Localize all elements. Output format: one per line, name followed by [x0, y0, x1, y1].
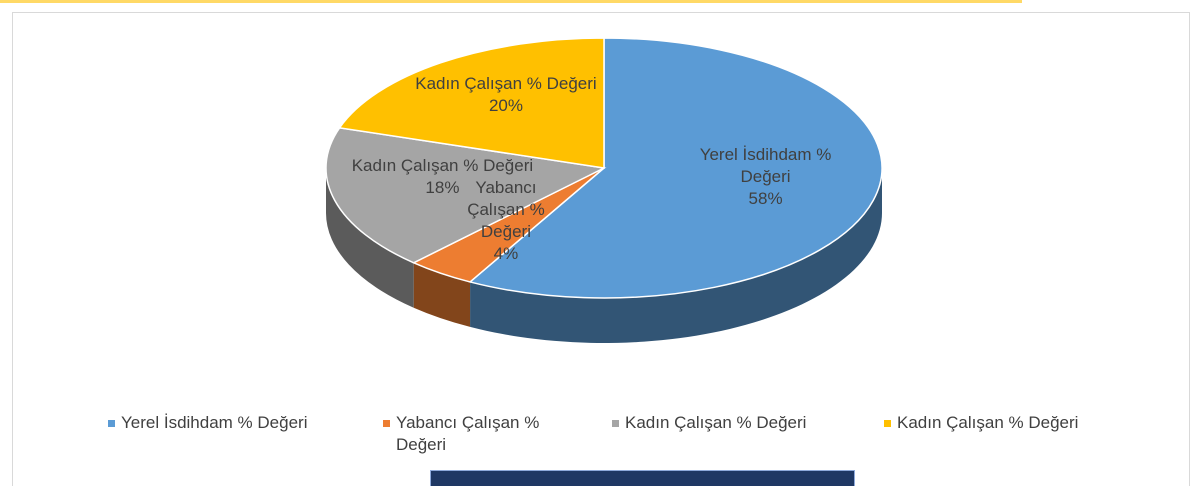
top-bar [0, 0, 1022, 3]
data-label-category: Yabancı Çalışan % Değeri [467, 178, 545, 242]
legend-label: Yerel İsdihdam % Değeri [121, 413, 308, 432]
data-label-value: 18% [425, 178, 460, 198]
legend-label: Kadın Çalışan % Değeri [897, 413, 1079, 432]
pie-side [470, 168, 882, 344]
data-label: Yabancı Çalışan % Değeri 4% [446, 177, 566, 265]
legend-item: Kadın Çalışan % Değeri [884, 412, 1144, 456]
legend-swatch [383, 420, 390, 427]
data-label-category: Kadın Çalışan % Değeri [415, 73, 597, 93]
pie-slice [338, 37, 605, 169]
pie-side [326, 168, 414, 308]
data-label-category: Kadın Çalışan % Değeri [351, 156, 534, 176]
legend-label: Yabancı Çalışan % Değeri [396, 413, 540, 454]
legend-swatch [108, 420, 115, 427]
legend-swatch [612, 420, 619, 427]
legend-item: Yabancı Çalışan % Değeri [383, 412, 612, 456]
data-label-value: 4% [493, 244, 519, 264]
data-label: Kadın Çalışan % Değeri 20% [386, 73, 626, 117]
data-label: Kadın Çalışan % Değeri 18% [327, 155, 557, 199]
legend: Yerel İsdihdam % Değeri Yabancı Çalışan %… [108, 412, 1144, 456]
data-label-value: 20% [488, 95, 523, 115]
data-label-category: Yerel İsdihdam % Değeri [699, 145, 832, 187]
legend-label: Kadın Çalışan % Değeri [625, 413, 807, 432]
legend-swatch [884, 420, 891, 427]
legend-item: Yerel İsdihdam % Değeri [108, 412, 383, 456]
data-label-value: 58% [748, 189, 783, 209]
legend-item: Kadın Çalışan % Değeri [612, 412, 884, 456]
chart-frame [12, 12, 1190, 486]
pie-slice [468, 37, 883, 299]
caption-box [430, 470, 855, 486]
data-label: Yerel İsdihdam % Değeri 58% [676, 144, 856, 210]
pie-slice [325, 127, 607, 264]
